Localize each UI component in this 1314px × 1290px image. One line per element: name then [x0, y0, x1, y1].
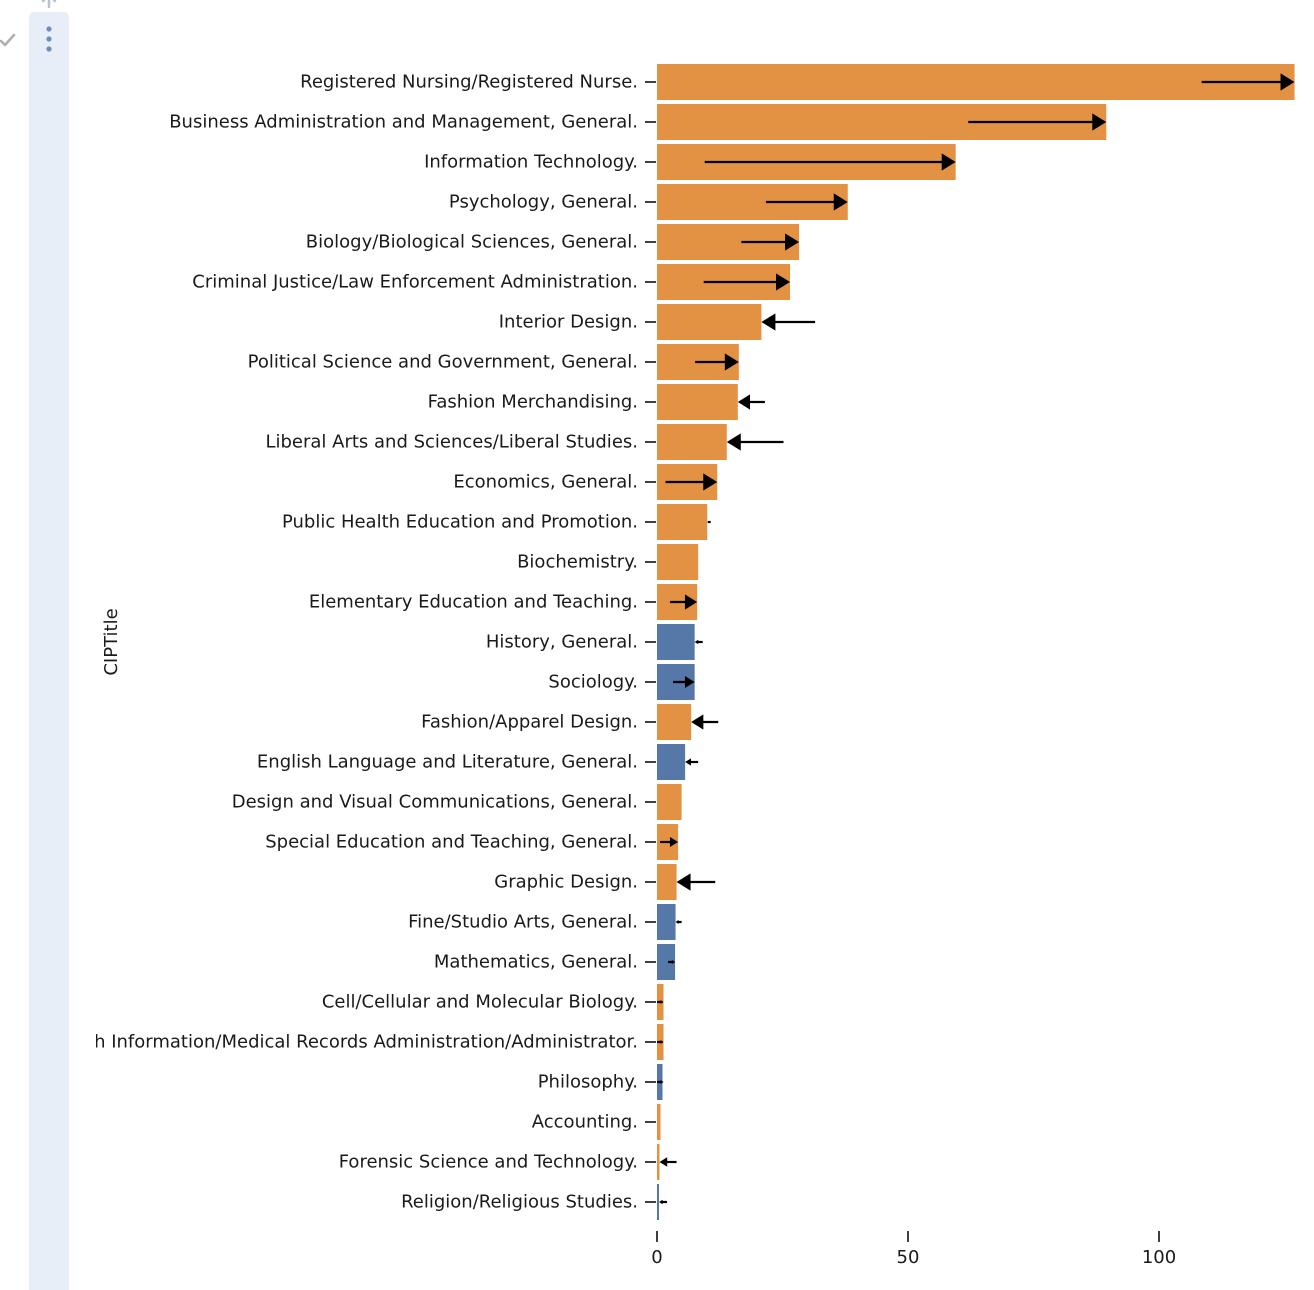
y-axis-ticks [645, 81, 656, 1203]
y-tick-label: Registered Nursing/Registered Nurse. [300, 72, 638, 93]
change-arrow [694, 639, 703, 645]
bar [657, 544, 699, 580]
x-tick-label: 0 [651, 1247, 662, 1268]
bar [657, 624, 695, 660]
x-tick-label: 100 [1142, 1247, 1176, 1268]
vertical-ellipsis-icon[interactable] [43, 24, 55, 54]
change-arrow [657, 1000, 664, 1004]
y-tick-label: Economics, General. [453, 472, 638, 493]
bar [657, 1144, 660, 1180]
change-arrow [691, 714, 719, 730]
change-arrow [703, 273, 791, 291]
change-arrow [673, 675, 695, 689]
y-tick-label: Elementary Education and Teaching. [309, 592, 638, 613]
bar [657, 64, 1295, 100]
bar [657, 1184, 660, 1220]
y-tick-label: Accounting. [532, 1112, 638, 1133]
y-tick-label: History, General. [486, 632, 638, 653]
y-tick-label: Fine/Studio Arts, General. [408, 912, 638, 933]
change-arrow [657, 1080, 664, 1084]
y-tick-label: Fashion/Apparel Design. [421, 712, 638, 733]
y-tick-label: Criminal Justice/Law Enforcement Adminis… [192, 272, 638, 293]
change-arrow [665, 473, 718, 491]
y-axis-title: CIPTitle [101, 608, 122, 675]
y-tick-label: English Language and Literature, General… [257, 752, 638, 773]
x-axis: 0 50 100 [651, 1231, 1176, 1268]
y-tick-label: Design and Visual Communications, Genera… [232, 792, 638, 813]
bar [657, 944, 676, 980]
y-tick-label: Sociology. [548, 672, 638, 693]
change-arrow [704, 153, 956, 171]
x-tick-label: 50 [897, 1247, 920, 1268]
bar [657, 864, 677, 900]
bar [657, 784, 682, 820]
change-arrow [726, 433, 784, 451]
y-tick-label: Health Information/Medical Records Admin… [46, 1032, 638, 1053]
up-arrow-icon[interactable] [40, 0, 58, 8]
change-arrow [685, 758, 699, 766]
change-arrow [660, 836, 679, 848]
y-tick-label: Cell/Cellular and Molecular Biology. [322, 992, 638, 1013]
change-arrow [675, 920, 682, 924]
y-tick-label: Information Technology. [424, 152, 638, 173]
bar [657, 904, 676, 940]
y-tick-label: Interior Design. [499, 312, 638, 333]
y-tick-label: Graphic Design. [494, 872, 638, 893]
change-arrow [668, 960, 676, 964]
y-tick-label: Public Health Education and Promotion. [282, 512, 638, 533]
change-arrow [676, 873, 716, 891]
y-tick-label: Biochemistry. [517, 552, 638, 573]
change-arrow [1201, 73, 1295, 91]
y-tick-label: Liberal Arts and Sciences/Liberal Studie… [265, 432, 638, 453]
y-tick-label: Business Administration and Management, … [169, 112, 638, 133]
arrows-layer [657, 73, 1295, 1205]
bar [657, 704, 692, 740]
y-tick-label: Political Science and Government, Genera… [248, 352, 638, 373]
y-tick-label: Philosophy. [538, 1072, 638, 1093]
y-tick-label: Religion/Religious Studies. [401, 1192, 638, 1213]
bar [657, 304, 762, 340]
change-arrow [765, 193, 848, 211]
change-arrow [695, 353, 739, 371]
change-arrow [761, 313, 816, 331]
y-tick-label: Fashion Merchandising. [428, 392, 638, 413]
change-arrow [968, 113, 1107, 131]
bar [657, 384, 738, 420]
cell-gutter[interactable] [29, 12, 69, 1290]
y-tick-label: Psychology, General. [449, 192, 638, 213]
change-arrow [737, 394, 765, 410]
y-tick-label: Special Education and Teaching, General. [265, 832, 638, 853]
y-axis: Registered Nursing/Registered Nurse. Busi… [46, 72, 638, 1213]
y-tick-label: Mathematics, General. [434, 952, 638, 973]
bar [657, 1104, 661, 1140]
y-tick-label: Biology/Biological Sciences, General. [306, 232, 638, 253]
checkmark-icon [0, 33, 16, 47]
change-arrow [741, 233, 800, 251]
change-arrow [657, 1040, 664, 1044]
change-arrow [670, 594, 698, 610]
bar [657, 504, 708, 540]
y-tick-label: Forensic Science and Technology. [339, 1152, 638, 1173]
bars-layer [657, 64, 1295, 1220]
change-arrow [659, 1157, 677, 1167]
bar [657, 424, 727, 460]
change-arrow [659, 1199, 668, 1205]
bar [657, 744, 686, 780]
